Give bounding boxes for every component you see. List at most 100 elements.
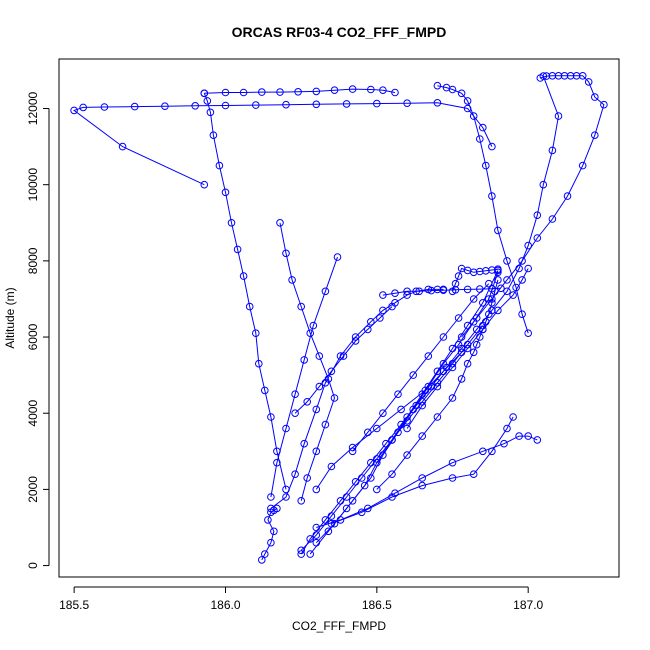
data-point	[494, 226, 502, 235]
data-point	[433, 413, 442, 421]
data-point	[454, 272, 463, 280]
data-point	[282, 493, 290, 501]
data-point	[360, 481, 369, 490]
data-point	[258, 88, 266, 96]
data-point	[342, 100, 351, 108]
series-line	[352, 283, 490, 452]
data-point	[233, 245, 242, 254]
data-point	[448, 458, 457, 467]
data-point	[339, 352, 348, 360]
data-point	[497, 284, 505, 293]
data-point	[306, 535, 315, 543]
data-point	[330, 519, 339, 528]
data-point	[584, 78, 593, 86]
data-point	[239, 272, 248, 280]
data-point	[291, 470, 299, 479]
data-point	[488, 266, 496, 274]
data-point	[209, 131, 218, 139]
data-point	[394, 390, 402, 399]
x-tick-label: 187.0	[513, 598, 543, 612]
series-line	[279, 222, 336, 501]
profile-series	[276, 219, 339, 505]
x-tick-label: 185.5	[59, 598, 89, 612]
y-tick-label: 10000	[26, 168, 40, 202]
data-point	[288, 276, 296, 284]
profile-series	[433, 81, 533, 338]
data-point	[479, 123, 487, 132]
data-point	[439, 333, 448, 341]
data-point	[451, 279, 460, 288]
data-point	[321, 287, 330, 296]
profile-series	[312, 432, 542, 532]
data-point	[421, 386, 430, 395]
data-point	[463, 285, 472, 294]
data-point	[351, 337, 360, 345]
data-point	[291, 409, 299, 418]
data-point	[533, 234, 542, 242]
data-point	[327, 519, 336, 528]
data-point	[509, 291, 517, 299]
x-axis: 185.5 186.0 186.5 187.0	[59, 586, 544, 612]
data-point	[439, 286, 448, 295]
data-point	[267, 413, 275, 421]
data-point	[79, 103, 87, 112]
data-point	[463, 97, 472, 105]
x-tick-label: 186.5	[362, 598, 392, 612]
data-point	[364, 325, 372, 334]
series-line	[452, 267, 498, 292]
data-point	[303, 474, 312, 482]
data-point	[539, 180, 548, 189]
data-point	[324, 527, 333, 536]
data-point	[600, 100, 608, 109]
series-line	[73, 102, 493, 186]
data-point	[539, 72, 548, 80]
data-point	[215, 161, 224, 170]
data-point	[333, 253, 342, 261]
data-point	[397, 405, 405, 414]
data-point	[376, 314, 384, 322]
data-point	[448, 344, 457, 353]
data-point	[388, 470, 396, 479]
y-tick-label: 4000	[26, 400, 40, 427]
data-point	[403, 99, 411, 107]
data-point	[70, 106, 78, 115]
data-point	[267, 538, 275, 547]
data-point	[373, 485, 381, 494]
series-line	[315, 351, 462, 490]
data-point	[379, 306, 387, 315]
data-point	[403, 287, 411, 296]
data-point	[418, 474, 427, 482]
series-line	[270, 288, 444, 509]
data-point	[554, 72, 563, 80]
profile-series	[306, 266, 502, 558]
data-point	[321, 420, 330, 429]
y-tick-label: 0	[26, 562, 40, 569]
data-point	[291, 390, 299, 399]
data-point	[300, 439, 309, 448]
data-point	[239, 88, 248, 97]
data-point	[309, 321, 318, 330]
data-point	[297, 550, 306, 558]
series-line	[376, 279, 499, 490]
data-point	[518, 257, 526, 265]
data-point	[282, 100, 290, 109]
data-point	[348, 85, 357, 93]
data-point	[191, 102, 199, 110]
data-point	[494, 276, 502, 284]
data-point	[348, 447, 357, 456]
y-tick-label: 8000	[26, 247, 40, 274]
data-point	[373, 424, 381, 433]
data-point	[203, 97, 212, 105]
data-point	[457, 348, 466, 357]
x-axis-label: CO2_FFF_FMPD	[292, 619, 386, 633]
data-point	[433, 81, 442, 90]
data-point	[463, 321, 472, 330]
data-point	[312, 447, 321, 456]
data-point	[342, 493, 351, 501]
data-point	[330, 86, 339, 94]
data-point	[273, 458, 281, 467]
data-point	[457, 375, 466, 383]
data-point	[364, 428, 372, 437]
data-point	[469, 295, 478, 303]
data-point	[276, 88, 284, 96]
